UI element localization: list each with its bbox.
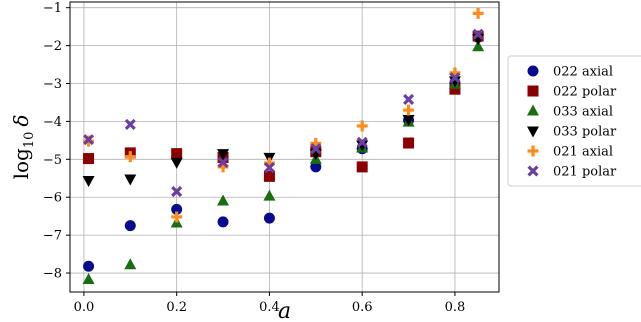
data-point [403,104,415,116]
data-point [217,149,230,161]
y-tick-label: −3 [43,77,62,92]
legend-marker [527,85,539,97]
legend: 022 axial 022 polar 033 axial 033 polar 021 … [507,55,641,187]
series-033-axial [82,40,485,284]
legend-item: 022 axial [527,65,613,80]
data-point [449,83,461,95]
x-tick-label: 0.6 [352,300,373,315]
data-point [171,203,183,215]
y-axis-title-var: δ [9,115,33,127]
x-axis-title: a [278,299,291,322]
y-axis-title: log10 δ [9,115,37,180]
legend-label: 033 axial [553,105,613,120]
legend-label: 021 polar [553,165,617,180]
series-021-polar [83,28,484,198]
data-point [403,93,415,105]
plot-frame [69,1,500,293]
y-tick-label: −8 [43,267,62,282]
series-033-polar [82,34,485,188]
data-point [124,258,137,270]
data-point [472,7,484,19]
series-022-axial [83,31,484,272]
legend-item: 033 polar [527,125,617,140]
grid-lines [70,2,499,292]
data-point [124,118,136,130]
data-markers [82,7,485,284]
data-point [170,157,183,169]
data-point [263,189,276,201]
legend-item: 033 axial [527,104,613,120]
x-tick-label: 0.8 [445,300,466,315]
data-point [310,161,322,173]
data-point [124,220,136,232]
legend-marker [527,65,539,77]
y-tick-label: −7 [43,229,62,244]
data-point [171,211,183,223]
data-point [263,212,275,224]
data-point [217,194,230,206]
data-point [356,161,368,173]
data-point [263,162,275,174]
data-point [124,151,136,163]
x-tick-label: 0.2 [166,300,187,315]
y-axis-title-base: 10 [22,132,37,149]
y-axis-title-log: log [9,148,33,179]
data-point [217,216,229,228]
y-tick-label: −5 [43,153,62,168]
data-point [310,143,322,155]
data-point [124,174,137,186]
data-point [171,148,183,160]
data-point [472,40,485,52]
legend-label: 033 polar [553,125,617,140]
legend-item: 021 polar [527,165,617,180]
legend-marker [527,126,539,138]
data-point [263,170,275,182]
data-point [356,120,368,132]
legend-marker [527,165,539,177]
data-point [83,134,95,146]
data-point [217,156,229,168]
data-point [356,136,368,148]
data-point [82,272,95,284]
data-point [83,260,95,272]
legend-marker [527,145,539,157]
data-point [472,28,484,40]
x-tick-label: 0.0 [74,300,95,315]
y-tick-label: −2 [43,39,62,54]
data-point [82,176,95,188]
legend-label: 022 axial [553,65,613,80]
axis-ticks: 0.0 0.2 0.4 0.6 0.8 −8 −7 −6 −5 −4 −3 −2 −1 [43,1,465,315]
legend-box [507,55,641,187]
series-021-axial [83,7,484,223]
data-point [449,72,461,84]
y-tick-label: −1 [43,1,62,16]
legend-item: 022 polar [527,85,617,100]
data-point [83,153,95,165]
legend-item: 021 axial [527,145,613,160]
data-point [403,137,415,149]
data-point [402,115,415,127]
legend-label: 021 axial [553,145,613,160]
data-point [171,186,183,198]
y-tick-label: −4 [43,115,62,130]
legend-label: 022 polar [553,85,617,100]
y-tick-label: −6 [43,191,62,206]
legend-marker [527,104,539,116]
x-tick-label: 0.4 [259,300,280,315]
